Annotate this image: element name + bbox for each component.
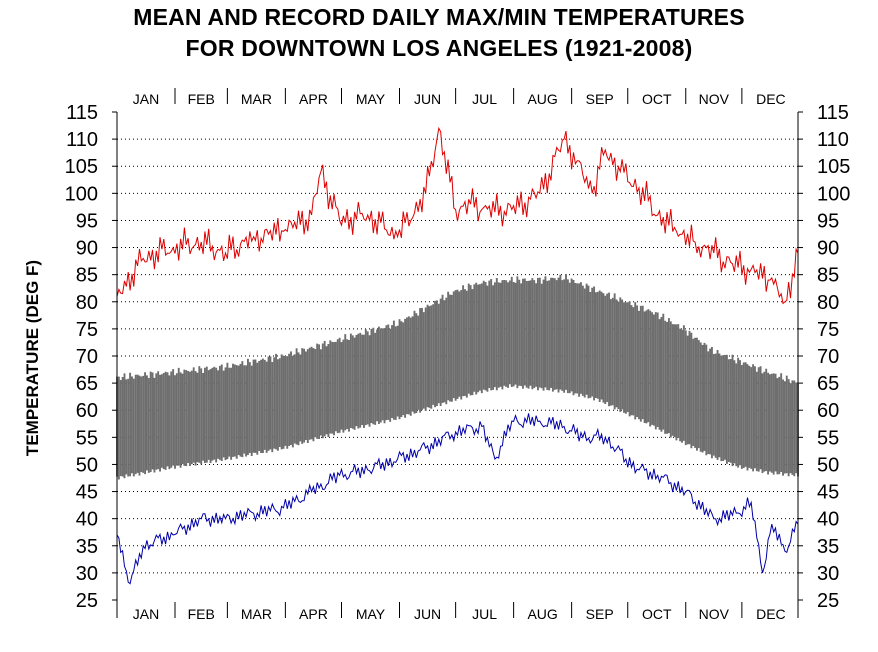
month-label-bottom: APR [299, 606, 328, 622]
y-tick-label-right: 55 [817, 427, 839, 449]
axis-ticks: 25 25 30 30 35 35 40 40 45 45 50 50 55 55 60 60 65 65 70 70… [65, 88, 850, 622]
record-lines [116, 126, 799, 585]
y-tick-label-right: 40 [817, 509, 839, 531]
y-tick-label-left: 110 [66, 129, 98, 151]
y-tick-label-right: 105 [817, 156, 850, 178]
y-tick-label-right: 80 [817, 292, 839, 314]
month-label-top: JUN [414, 91, 441, 107]
y-tick-label-left: 115 [66, 102, 98, 124]
month-label-top: JAN [133, 91, 159, 107]
month-label-bottom: FEB [188, 606, 215, 622]
month-label-top: NOV [699, 91, 730, 107]
y-tick-label-left: 50 [76, 454, 98, 476]
y-tick-label-right: 95 [817, 210, 839, 232]
y-tick-label-left: 95 [76, 210, 98, 232]
y-tick-label-right: 75 [817, 319, 839, 341]
month-label-top: JUL [472, 91, 497, 107]
y-tick-label-left: 40 [76, 509, 98, 531]
y-tick-label-right: 110 [817, 129, 849, 151]
month-label-bottom: MAR [241, 606, 272, 622]
month-label-top: FEB [188, 91, 215, 107]
y-tick-label-left: 90 [76, 238, 98, 260]
y-tick-label-left: 25 [76, 590, 98, 612]
y-tick-label-right: 90 [817, 238, 839, 260]
record-max-line [116, 126, 799, 305]
month-label-bottom: MAY [356, 606, 386, 622]
month-label-top: APR [299, 91, 328, 107]
month-label-top: MAR [241, 91, 272, 107]
y-tick-label-left: 105 [65, 156, 98, 178]
y-tick-label-left: 75 [76, 319, 98, 341]
y-axis-label: TEMPERATURE (DEG F) [23, 260, 42, 456]
y-tick-label-right: 85 [817, 265, 839, 287]
month-label-bottom: NOV [699, 606, 730, 622]
y-tick-label-left: 70 [76, 346, 98, 368]
y-tick-label-left: 65 [76, 373, 98, 395]
y-tick-label-right: 45 [817, 482, 839, 504]
month-label-top: AUG [527, 91, 557, 107]
month-label-bottom: AUG [527, 606, 557, 622]
y-tick-label-right: 60 [817, 400, 839, 422]
month-label-bottom: JAN [133, 606, 159, 622]
y-tick-label-left: 45 [76, 482, 98, 504]
month-label-bottom: JUN [414, 606, 441, 622]
month-label-bottom: SEP [586, 606, 614, 622]
y-tick-label-left: 60 [76, 400, 98, 422]
y-tick-label-left: 55 [76, 427, 98, 449]
y-tick-label-right: 35 [817, 536, 839, 558]
chart-subtitle: FOR DOWNTOWN LOS ANGELES (1921-2008) [185, 35, 693, 61]
y-tick-label-left: 80 [76, 292, 98, 314]
month-label-top: SEP [586, 91, 614, 107]
month-label-bottom: JUL [472, 606, 497, 622]
y-tick-label-right: 70 [817, 346, 839, 368]
month-label-top: MAY [356, 91, 386, 107]
y-tick-label-left: 35 [76, 536, 98, 558]
y-tick-label-right: 50 [817, 454, 839, 476]
mean-range-band [116, 274, 799, 480]
chart-title: MEAN AND RECORD DAILY MAX/MIN TEMPERATUR… [133, 4, 745, 30]
y-tick-label-left: 85 [76, 265, 98, 287]
month-label-bottom: OCT [642, 606, 672, 622]
y-tick-label-left: 100 [65, 183, 98, 205]
y-tick-label-right: 100 [817, 183, 850, 205]
plot-frame [116, 112, 799, 618]
record-min-line [116, 413, 799, 585]
y-tick-label-right: 65 [817, 373, 839, 395]
y-tick-label-left: 30 [76, 563, 98, 585]
month-label-bottom: DEC [756, 606, 786, 622]
y-tick-label-right: 30 [817, 563, 839, 585]
month-label-top: OCT [642, 91, 672, 107]
month-label-top: DEC [756, 91, 786, 107]
y-tick-label-right: 115 [817, 102, 849, 124]
y-tick-label-right: 25 [817, 590, 839, 612]
